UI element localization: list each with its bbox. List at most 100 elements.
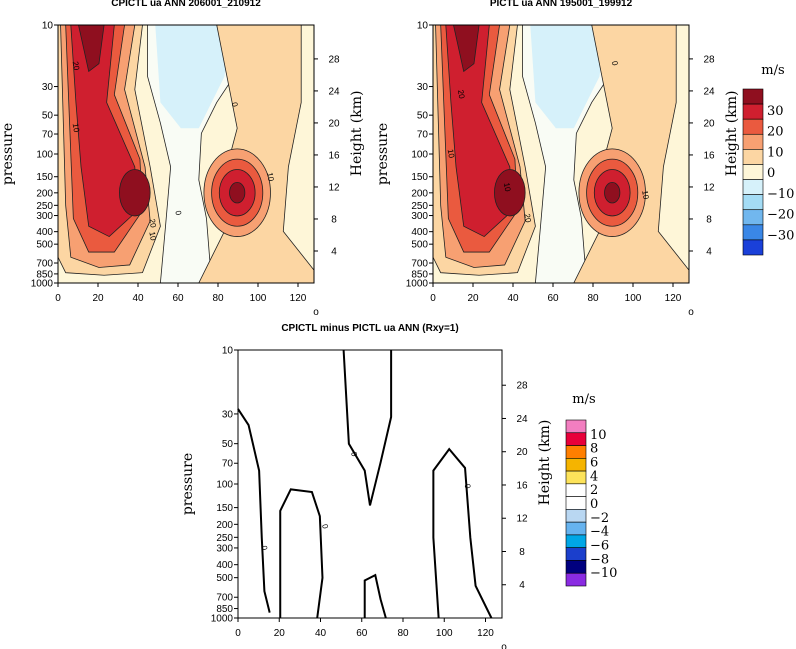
contour-label: 10 [265, 172, 276, 183]
x-tick-label: 120 [665, 293, 682, 304]
height-tick-label: 20 [328, 118, 340, 129]
x-axis-marker: o [313, 307, 319, 318]
contour-label: 0 [463, 483, 473, 489]
colorbar-label: 6 [590, 456, 598, 471]
colorbar-box [565, 521, 587, 536]
colorbar-units: m/s [761, 63, 784, 78]
colorbar-label: 10 [767, 145, 784, 160]
y-axis-label: pressure [0, 123, 16, 185]
pressure-tick-label: 100 [36, 150, 53, 161]
height-tick-label: 24 [703, 86, 715, 97]
pressure-tick-label: 500 [411, 240, 428, 251]
x-tick-label: 40 [315, 628, 327, 639]
pressure-tick-label: 50 [42, 111, 54, 122]
contour-label: 10 [71, 123, 82, 134]
pressure-tick-label: 10 [417, 21, 429, 32]
field-background [238, 350, 502, 618]
x-tick-label: 80 [212, 293, 224, 304]
contour-label: 20 [456, 89, 467, 100]
x-tick-label: 40 [507, 293, 519, 304]
colorbar-label: 4 [590, 469, 598, 484]
zero-contour [432, 447, 493, 619]
contour-label: 0 [230, 102, 240, 108]
jet-left-core [119, 169, 151, 217]
contour-label: 0 [610, 60, 620, 66]
colorbar-box [742, 179, 764, 195]
colorbar-box [742, 209, 764, 226]
contour-label: 0 [349, 451, 359, 457]
pressure-tick-label: 300 [36, 211, 53, 222]
colorbar-label: 0 [767, 166, 775, 181]
x-tick-label: 80 [397, 628, 409, 639]
colorbar-box [742, 88, 764, 105]
x-tick-label: 20 [274, 628, 286, 639]
pressure-tick-label: 200 [216, 520, 233, 531]
pressure-tick-label: 30 [222, 409, 234, 420]
pressure-tick-label: 500 [36, 240, 53, 251]
x-tick-label: 0 [430, 293, 436, 304]
x-tick-label: 60 [172, 293, 184, 304]
pressure-tick-label: 250 [216, 533, 233, 544]
pressure-tick-label: 150 [411, 172, 428, 183]
pressure-tick-label: 1000 [31, 279, 54, 290]
height-tick-label: 12 [516, 514, 528, 525]
colorbar-box [565, 496, 587, 510]
x-tick-label: 20 [467, 293, 479, 304]
jet-right-level-3 [604, 181, 621, 204]
jet-right-level-3 [229, 181, 246, 204]
y-axis-label: pressure [180, 453, 196, 515]
x-tick-label: 60 [547, 293, 559, 304]
height-tick-label: 8 [706, 214, 712, 225]
pressure-tick-label: 30 [417, 82, 429, 93]
pressure-tick-label: 30 [42, 82, 54, 93]
height-tick-label: 16 [516, 480, 528, 491]
height-tick-label: 4 [706, 246, 712, 257]
colorbar-box [565, 470, 587, 485]
colorbar-label: −30 [767, 228, 794, 243]
colorbar-label: 8 [590, 442, 598, 457]
colorbar-box [565, 458, 587, 472]
pressure-tick-label: 150 [36, 172, 53, 183]
colorbar-label: −4 [590, 525, 609, 540]
colorbar-box [565, 560, 587, 574]
pressure-tick-label: 700 [411, 259, 428, 270]
pressure-tick-label: 150 [216, 503, 233, 514]
colorbar-label: −10 [590, 566, 617, 581]
colorbar-box [565, 547, 587, 561]
contour-label: 20 [147, 218, 158, 229]
pressure-tick-label: 50 [417, 111, 429, 122]
zero-contour [279, 488, 324, 619]
x-axis-marker: o [501, 642, 507, 649]
pressure-tick-label: 200 [411, 188, 428, 199]
x-tick-label: 100 [625, 293, 642, 304]
contour-label: 10 [640, 190, 651, 201]
pressure-tick-label: 50 [222, 439, 234, 450]
height-tick-label: 28 [703, 54, 715, 65]
colorbar-box [565, 419, 587, 434]
colorbar-box [742, 239, 764, 256]
x-tick-label: 120 [477, 628, 494, 639]
x-tick-label: 80 [587, 293, 599, 304]
pressure-tick-label: 700 [216, 593, 233, 604]
x-axis-marker: o [688, 307, 694, 318]
pressure-tick-label: 850 [411, 269, 428, 280]
pressure-tick-label: 300 [216, 543, 233, 554]
contour-label: 0 [320, 523, 330, 529]
height-tick-label: 4 [519, 580, 525, 591]
pressure-tick-label: 300 [411, 211, 428, 222]
colorbar-units: m/s [572, 392, 595, 407]
colorbar-box [742, 118, 764, 135]
x-tick-label: 0 [55, 293, 61, 304]
colorbar-box [565, 534, 587, 548]
x-tick-label: 0 [235, 628, 241, 639]
zero-contour [363, 573, 387, 619]
zero-contour [237, 408, 271, 613]
pressure-tick-label: 1000 [406, 279, 429, 290]
colorbar-box [742, 103, 764, 120]
colorbar-label: −8 [590, 552, 609, 567]
height-tick-label: 8 [519, 547, 525, 558]
colorbar-label: −20 [767, 208, 794, 223]
x-tick-label: 20 [92, 293, 104, 304]
